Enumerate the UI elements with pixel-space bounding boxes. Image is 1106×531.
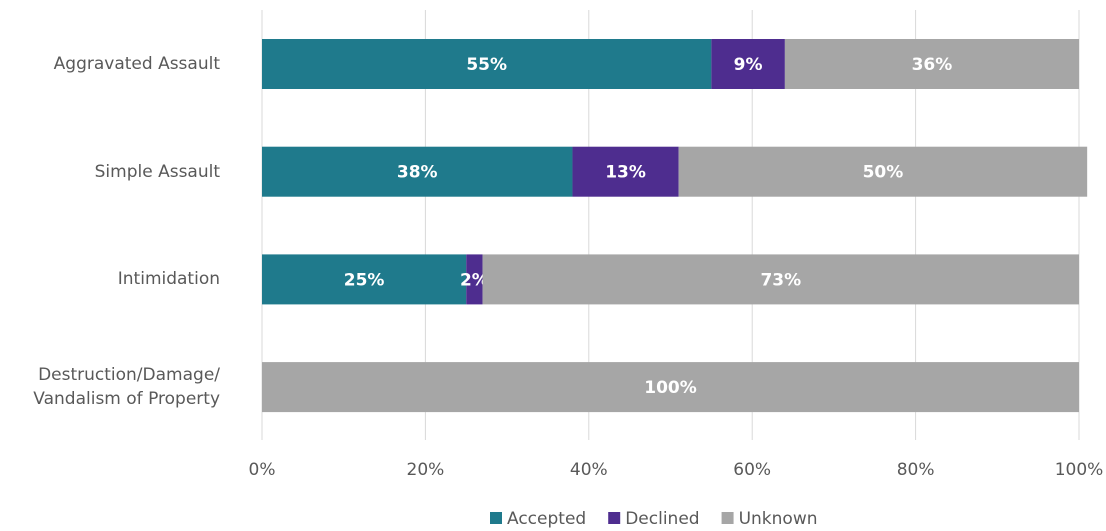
bar-segment [262,254,467,305]
bar-segment [262,146,573,197]
bar-segment [482,254,1080,305]
legend-swatch [721,512,734,524]
bar-segment [262,362,1079,413]
bar-segment [466,254,483,305]
legend-label: Accepted [507,509,586,529]
data-label: 100% [644,378,697,398]
x-tick-label: 0% [249,460,276,480]
bar-segment [711,39,785,89]
bar-segment [784,39,1079,89]
bar-segment [678,146,1088,197]
x-tick-label: 40% [570,460,608,480]
x-tick-label: 60% [733,460,771,480]
y-tick-label: Intimidation [117,269,220,290]
data-label: 36% [912,55,953,75]
legend-swatch [490,512,502,524]
bar-segment [572,146,679,197]
data-label: 13% [605,163,646,183]
legend-label: Declined [625,509,699,529]
data-label: 2% [460,270,489,290]
data-label: 38% [397,163,438,183]
data-label: 25% [344,270,385,290]
x-tick-label: 20% [407,460,445,480]
data-label: 9% [734,55,763,75]
y-tick-label: Simple Assault [94,161,220,182]
data-label: 55% [466,55,507,75]
legend-swatch [608,512,621,524]
legend-label: Unknown [739,509,818,529]
y-tick-label: Aggravated Assault [53,54,220,74]
data-label: 50% [863,163,904,183]
x-tick-label: 80% [897,460,935,480]
bar-segment [262,39,712,89]
y-tick-label: Destruction/Damage/ Vandalism of Propert… [33,365,220,410]
x-tick-label: 100% [1055,460,1104,480]
data-label: 73% [760,270,801,290]
